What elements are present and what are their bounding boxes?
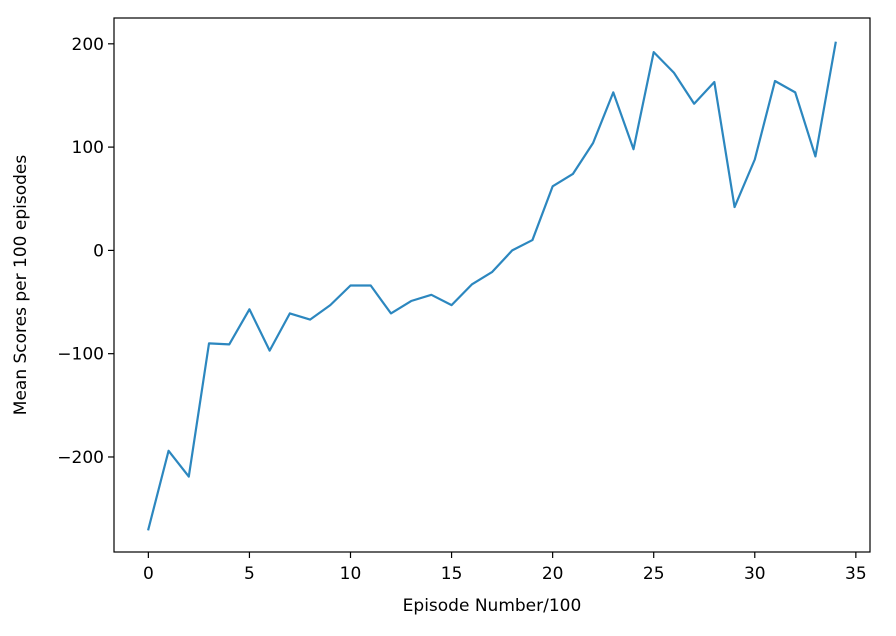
y-tick-label-1: −100: [57, 345, 104, 365]
y-axis-label: Mean Scores per 100 episodes: [11, 155, 31, 416]
plot-layer: [148, 43, 835, 529]
x-tick-label-4: 20: [542, 564, 564, 584]
series-line-0: [148, 43, 835, 529]
x-tick-label-2: 10: [340, 564, 362, 584]
x-tick-label-7: 35: [845, 564, 867, 584]
y-tick-label-3: 100: [72, 138, 104, 158]
axes-frame: [114, 18, 870, 552]
x-tick-label-1: 5: [244, 564, 255, 584]
y-tick-label-2: 0: [93, 241, 104, 261]
y-tick-label-0: −200: [57, 448, 104, 468]
x-tick-label-3: 15: [441, 564, 463, 584]
axes-layer: 0 5 10 15 20 25 30 35 −200 −100 0 100 200: [57, 18, 870, 584]
x-tick-label-0: 0: [143, 564, 154, 584]
x-tick-label-5: 25: [643, 564, 665, 584]
x-axis-label: Episode Number/100: [403, 596, 582, 616]
y-tick-label-4: 200: [72, 35, 104, 55]
x-tick-label-6: 30: [744, 564, 766, 584]
